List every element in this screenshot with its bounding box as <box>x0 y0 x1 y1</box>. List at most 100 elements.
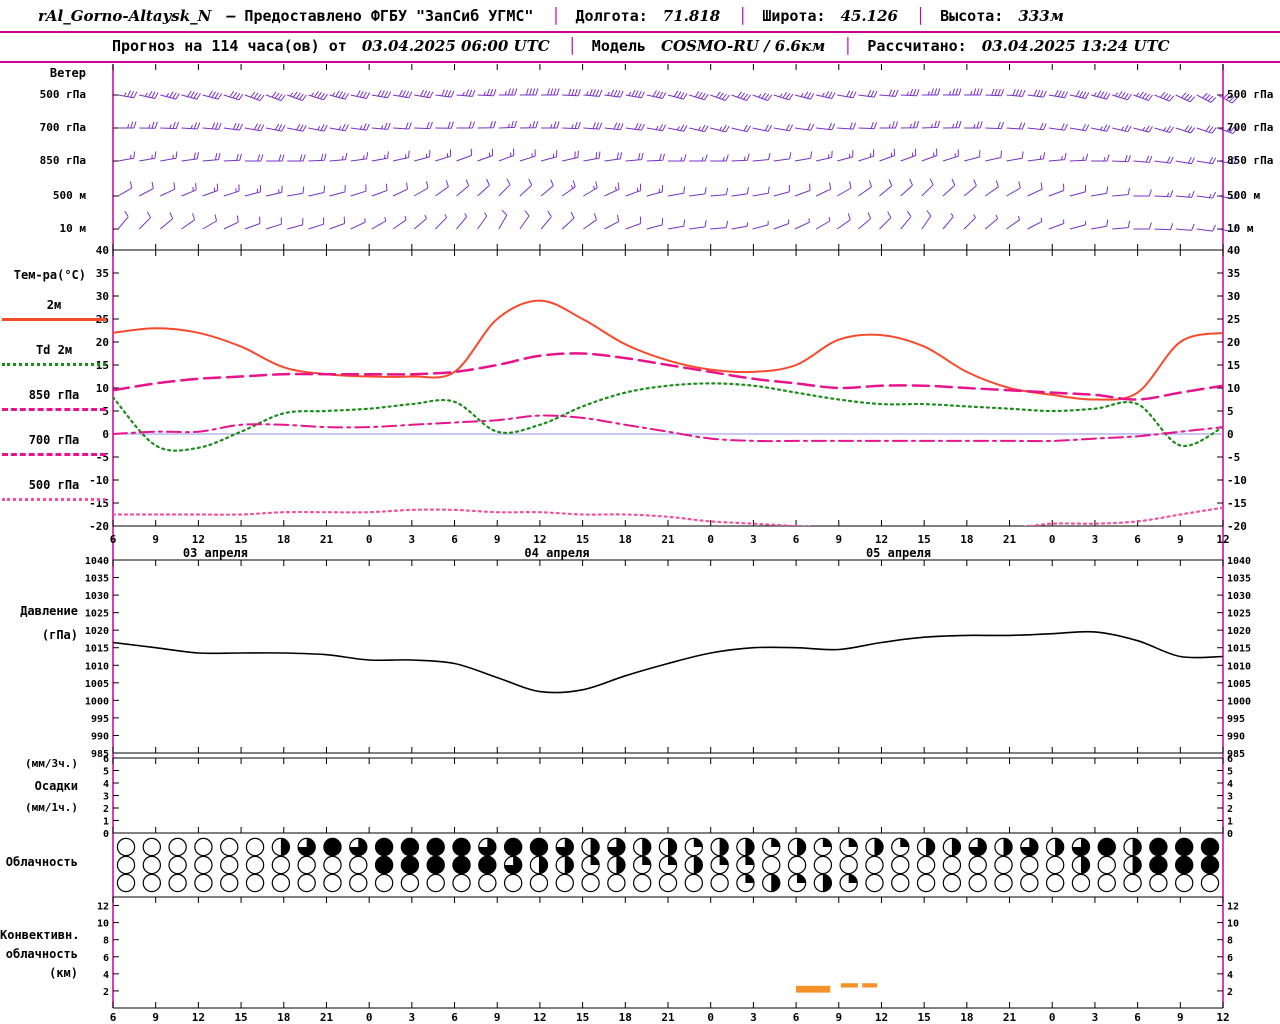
legend-item-700 гПа: 700 гПа <box>2 433 106 456</box>
svg-text:12: 12 <box>1216 533 1229 546</box>
svg-text:3: 3 <box>409 533 416 546</box>
axis-ticks <box>112 64 1224 1008</box>
svg-text:18: 18 <box>277 1011 290 1024</box>
provider-text: — Предоставлено ФГБУ "ЗапСиб УГМС" <box>226 7 534 25</box>
svg-text:6: 6 <box>103 953 109 964</box>
svg-text:985: 985 <box>91 749 109 760</box>
svg-text:6: 6 <box>451 533 458 546</box>
temp-series-2м <box>113 299 1223 401</box>
latitude-value: 45.126 <box>840 7 898 25</box>
svg-text:04 апреля: 04 апреля <box>524 546 589 560</box>
svg-text:1020: 1020 <box>85 626 109 637</box>
header-line-2: Прогноз на 114 часа(ов) от 03.04.2025 06… <box>0 37 1280 55</box>
svg-text:2: 2 <box>1227 804 1233 815</box>
svg-text:-20: -20 <box>1227 520 1247 533</box>
svg-text:10: 10 <box>1227 919 1239 930</box>
svg-text:21: 21 <box>320 1011 334 1024</box>
svg-text:35: 35 <box>1227 267 1240 280</box>
svg-text:2: 2 <box>1227 987 1233 998</box>
svg-text:30: 30 <box>96 290 109 303</box>
temp-panel-title: Тем-ра(°C) <box>13 268 86 282</box>
precipitation-axis: 6 65 54 43 32 21 10 0 <box>103 754 1233 840</box>
wind-level-label-10m: 10 м <box>59 222 87 235</box>
svg-text:1035: 1035 <box>1227 574 1251 585</box>
svg-text:6: 6 <box>451 1011 458 1024</box>
legend-label: 2м <box>46 298 62 312</box>
svg-text:9: 9 <box>835 1011 842 1024</box>
legend-line-sample <box>2 498 106 501</box>
svg-text:0: 0 <box>366 1011 373 1024</box>
svg-text:1035: 1035 <box>85 574 109 585</box>
svg-text:9: 9 <box>152 533 159 546</box>
svg-text:15: 15 <box>576 1011 589 1024</box>
svg-text:03 апреля: 03 апреля <box>183 546 248 560</box>
header-separator: │ <box>567 37 577 55</box>
legend-item-850 гПа: 850 гПа <box>2 388 106 411</box>
legend-line-sample <box>2 318 106 321</box>
svg-text:9: 9 <box>1177 1011 1184 1024</box>
svg-text:10: 10 <box>96 382 109 395</box>
svg-text:18: 18 <box>619 1011 632 1024</box>
svg-text:10: 10 <box>1227 382 1240 395</box>
temperature-legend: 2м Td 2м 850 гПа 700 гПа 500 гПа <box>2 298 106 523</box>
pressure-label-2: (гПа) <box>41 628 78 642</box>
svg-text:18: 18 <box>277 533 290 546</box>
legend-line-sample <box>2 363 106 366</box>
wind-level-label-500m-right: 500 м <box>1227 189 1261 202</box>
cloud-cover-rows <box>116 837 1220 893</box>
legend-item-Td 2м: Td 2м <box>2 343 106 366</box>
precip-label-unit3h: (мм/3ч.) <box>25 757 78 770</box>
wind-level-label-850hpa-right: 850 гПа <box>1227 154 1274 167</box>
pressure-axis: 1040 1040 1035 1035 1030 1030 1025 1025 1020 1020… <box>85 556 1251 760</box>
temp-series-700 гПа <box>113 414 1223 443</box>
station-name: rAl_Gorno-Altaysk_N <box>38 7 212 25</box>
svg-text:-20: -20 <box>89 520 109 533</box>
temperature-series <box>113 299 1223 526</box>
svg-text:5: 5 <box>1227 405 1234 418</box>
svg-text:1005: 1005 <box>85 679 109 690</box>
temp-series-850 гПа <box>113 352 1223 401</box>
header-separator: │ <box>551 7 561 25</box>
svg-text:6: 6 <box>103 754 109 765</box>
svg-text:21: 21 <box>320 533 334 546</box>
svg-text:6: 6 <box>793 533 800 546</box>
svg-text:0: 0 <box>102 428 109 441</box>
svg-text:1000: 1000 <box>85 696 109 707</box>
precip-label-unit1h: (мм/1ч.) <box>25 801 78 814</box>
svg-text:0: 0 <box>1227 428 1234 441</box>
temp-series-Td 2м <box>113 382 1223 452</box>
svg-text:1025: 1025 <box>1227 609 1251 620</box>
model-label: Модель <box>591 37 646 55</box>
svg-text:3: 3 <box>1092 533 1099 546</box>
svg-text:1030: 1030 <box>85 591 109 602</box>
svg-text:18: 18 <box>619 533 632 546</box>
svg-text:5: 5 <box>1227 767 1233 778</box>
legend-item-2м: 2м <box>2 298 106 321</box>
svg-text:995: 995 <box>91 714 109 725</box>
svg-text:0: 0 <box>1227 829 1233 840</box>
wind-barbs-panel <box>117 88 1238 233</box>
svg-text:990: 990 <box>1227 731 1245 742</box>
svg-text:5: 5 <box>103 767 109 778</box>
cloud-panel-title: Облачность <box>5 855 78 869</box>
wind-level-label-700hpa: 700 гПа <box>39 121 86 134</box>
svg-text:12: 12 <box>1227 902 1239 913</box>
svg-text:12: 12 <box>97 902 109 913</box>
longitude-label: Долгота: <box>575 7 648 25</box>
svg-text:21: 21 <box>1003 1011 1017 1024</box>
svg-text:0: 0 <box>707 533 714 546</box>
altitude-label: Высота: <box>940 7 1004 25</box>
precip-label-title: Осадки <box>34 779 78 793</box>
legend-label: Td 2м <box>35 343 73 357</box>
forecast-prefix: Прогноз на 114 часа(ов) от <box>112 37 347 55</box>
svg-text:21: 21 <box>661 533 675 546</box>
svg-text:12: 12 <box>192 533 205 546</box>
svg-text:990: 990 <box>91 731 109 742</box>
svg-text:-15: -15 <box>1227 497 1247 510</box>
svg-text:5: 5 <box>102 405 109 418</box>
svg-text:8: 8 <box>1227 936 1233 947</box>
svg-text:2: 2 <box>103 987 109 998</box>
svg-text:6: 6 <box>110 533 117 546</box>
header-divider-1 <box>0 31 1280 33</box>
svg-text:1015: 1015 <box>1227 644 1251 655</box>
